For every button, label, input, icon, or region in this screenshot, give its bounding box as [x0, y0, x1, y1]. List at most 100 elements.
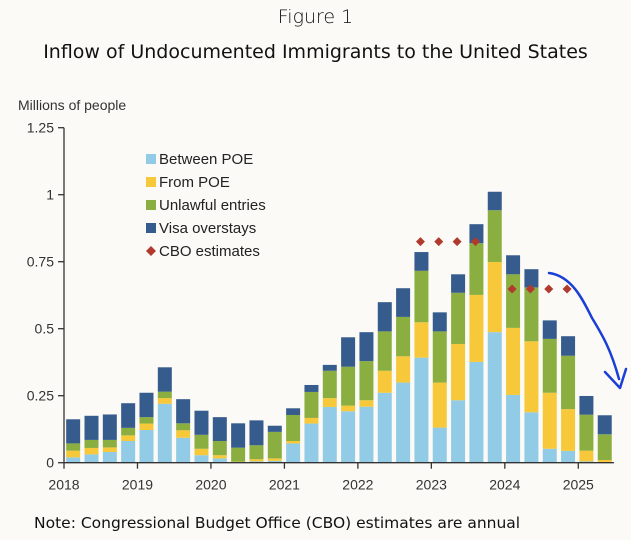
- bar-visa-overstays-2024Q4: [561, 336, 576, 356]
- bar-visa-overstays-2018Q4: [121, 403, 136, 428]
- bar-from-poe-2023Q1: [432, 382, 447, 428]
- bars-layer: [66, 191, 612, 463]
- bar-from-poe-2023Q3: [469, 294, 484, 362]
- x-tick-label: 2018: [48, 477, 79, 493]
- bar-visa-overstays-2020Q2: [231, 423, 246, 448]
- y-tick-label: 1.25: [27, 120, 54, 136]
- bar-between-poe-2021Q1: [286, 443, 301, 463]
- bar-unlawful-entries-2022Q4: [414, 270, 429, 323]
- bar-from-poe-2025Q2: [597, 460, 612, 463]
- bar-between-poe-2023Q3: [469, 361, 484, 463]
- cbo-estimate-marker-2023Q2: [452, 237, 462, 247]
- bar-visa-overstays-2022Q3: [396, 288, 411, 317]
- bar-from-poe-2024Q1: [506, 327, 521, 395]
- cbo-estimate-marker-2024Q2: [525, 284, 535, 294]
- bar-from-poe-2024Q3: [542, 392, 557, 449]
- bar-from-poe-2020Q4: [267, 458, 282, 461]
- bar-from-poe-2019Q2: [157, 398, 172, 404]
- bar-visa-overstays-2022Q2: [377, 302, 392, 332]
- bar-between-poe-2020Q1: [212, 458, 227, 463]
- bar-unlawful-entries-2020Q2: [231, 447, 246, 462]
- bar-visa-overstays-2020Q4: [267, 425, 282, 432]
- legend-label: Visa overstays: [159, 220, 256, 237]
- bar-from-poe-2018Q2: [84, 447, 99, 455]
- bar-unlawful-entries-2018Q1: [66, 443, 81, 451]
- legend-swatch-cbo-estimates: [146, 246, 156, 256]
- legend-swatch-between-poe: [146, 154, 156, 164]
- bar-unlawful-entries-2018Q4: [121, 427, 136, 436]
- bar-between-poe-2021Q3: [322, 406, 337, 463]
- bar-from-poe-2023Q2: [451, 343, 466, 401]
- figure-label: Figure 1: [277, 6, 354, 28]
- bar-between-poe-2018Q4: [121, 440, 136, 463]
- bar-between-poe-2024Q4: [561, 450, 576, 463]
- bar-unlawful-entries-2022Q1: [359, 361, 374, 401]
- bar-from-poe-2019Q4: [194, 448, 209, 456]
- y-tick-label: 0.25: [27, 388, 54, 404]
- bar-unlawful-entries-2024Q2: [524, 287, 539, 342]
- bar-unlawful-entries-2019Q4: [194, 434, 209, 449]
- bar-unlawful-entries-2021Q4: [341, 366, 356, 406]
- bar-unlawful-entries-2018Q2: [84, 439, 99, 448]
- bar-unlawful-entries-2021Q1: [286, 414, 301, 441]
- bar-from-poe-2021Q2: [304, 417, 319, 424]
- bar-visa-overstays-2019Q3: [176, 399, 191, 424]
- chart-note: Note: Congressional Budget Office (CBO) …: [34, 514, 521, 532]
- bar-from-poe-2018Q3: [102, 447, 117, 452]
- bar-unlawful-entries-2023Q2: [451, 292, 466, 344]
- bar-unlawful-entries-2022Q2: [377, 331, 392, 371]
- bar-from-poe-2024Q4: [561, 409, 576, 451]
- cbo-estimate-marker-2024Q1: [507, 284, 517, 294]
- bar-between-poe-2018Q2: [84, 454, 99, 463]
- bar-visa-overstays-2024Q3: [542, 320, 557, 339]
- bar-visa-overstays-2024Q1: [506, 255, 521, 275]
- cbo-estimate-marker-2024Q3: [544, 284, 554, 294]
- y-tick-label: 1: [46, 187, 54, 203]
- bar-from-poe-2022Q1: [359, 400, 374, 407]
- bar-between-poe-2020Q4: [267, 460, 282, 463]
- bar-visa-overstays-2018Q1: [66, 419, 81, 444]
- bar-unlawful-entries-2020Q4: [267, 431, 282, 459]
- bar-unlawful-entries-2024Q1: [506, 274, 521, 328]
- bar-from-poe-2021Q4: [341, 405, 356, 412]
- bar-from-poe-2022Q3: [396, 356, 411, 383]
- bar-visa-overstays-2023Q2: [451, 274, 466, 293]
- bar-between-poe-2024Q3: [542, 448, 557, 463]
- legend-label: CBO estimates: [159, 243, 260, 260]
- legend-label: Unlawful entries: [159, 197, 266, 214]
- bar-from-poe-2022Q2: [377, 370, 392, 393]
- cbo-estimate-marker-2023Q1: [434, 237, 444, 247]
- bar-unlawful-entries-2023Q3: [469, 243, 484, 295]
- bar-visa-overstays-2023Q4: [487, 191, 502, 211]
- bar-between-poe-2019Q3: [176, 437, 191, 463]
- chart-title: Inflow of Undocumented Immigrants to the…: [43, 41, 588, 63]
- x-tick-label: 2024: [489, 477, 520, 493]
- bar-between-poe-2018Q1: [66, 457, 81, 463]
- bar-between-poe-2023Q4: [487, 332, 502, 463]
- bar-from-poe-2019Q3: [176, 430, 191, 438]
- bar-between-poe-2025Q1: [579, 461, 594, 463]
- x-tick-label: 2025: [563, 477, 594, 493]
- bar-between-poe-2024Q2: [524, 412, 539, 463]
- legend-swatch-unlawful-entries: [146, 200, 156, 210]
- x-tick-label: 2019: [122, 477, 153, 493]
- y-axis-label: Millions of people: [18, 97, 127, 113]
- bar-between-poe-2022Q4: [414, 357, 429, 463]
- bar-unlawful-entries-2020Q3: [249, 445, 264, 460]
- bar-visa-overstays-2021Q2: [304, 384, 319, 392]
- axes-layer: 0 0.25 0.5 0.75 1 1.25 2018 2019 2020 2021 2022 202…: [27, 120, 614, 493]
- bar-unlawful-entries-2022Q3: [396, 316, 411, 357]
- bar-between-poe-2019Q4: [194, 455, 209, 463]
- bar-unlawful-entries-2020Q1: [212, 440, 227, 456]
- bar-visa-overstays-2022Q1: [359, 332, 374, 362]
- bar-visa-overstays-2020Q3: [249, 420, 264, 446]
- legend: Between POE From POE Unlawful entries Visa …: [146, 151, 266, 260]
- bar-from-poe-2021Q3: [322, 398, 337, 407]
- cbo-estimate-marker-2023Q3: [470, 237, 480, 247]
- bar-unlawful-entries-2018Q3: [102, 439, 117, 448]
- bar-visa-overstays-2018Q2: [84, 415, 99, 440]
- bar-unlawful-entries-2025Q2: [597, 434, 612, 461]
- bar-visa-overstays-2020Q1: [212, 417, 227, 441]
- bar-visa-overstays-2023Q3: [469, 224, 484, 244]
- bar-visa-overstays-2025Q1: [579, 395, 594, 415]
